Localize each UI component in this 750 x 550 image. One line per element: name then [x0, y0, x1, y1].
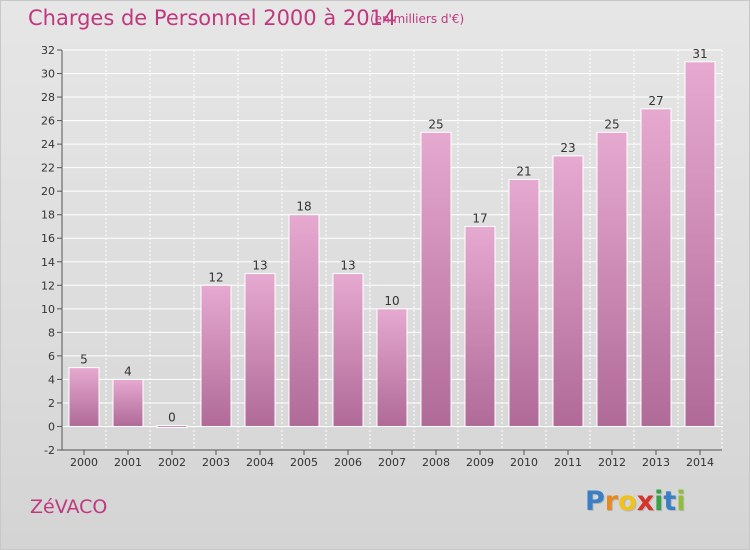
y-tick-label: 30	[41, 68, 55, 81]
proxiti-logo[interactable]: Proxiti	[585, 486, 686, 517]
y-tick-label: 4	[48, 373, 55, 386]
logo-letter: t	[663, 486, 677, 517]
bar-2008	[420, 131, 452, 427]
y-tick-label: 22	[41, 162, 55, 175]
data-label-2010: 21	[516, 164, 531, 178]
x-tick-label-2012: 2012	[598, 456, 626, 469]
y-tick-label: 24	[41, 138, 55, 151]
y-tick-label: 28	[41, 91, 55, 104]
data-label-2008: 25	[428, 117, 443, 131]
x-tick-label-2009: 2009	[466, 456, 494, 469]
bar-2013	[640, 108, 672, 427]
x-tick-label-2004: 2004	[246, 456, 274, 469]
data-label-2002: 0	[168, 410, 176, 424]
bar-2005	[288, 214, 320, 427]
bar-2011	[552, 155, 584, 427]
bar-2010	[508, 178, 540, 427]
x-tick-label-2005: 2005	[290, 456, 318, 469]
data-label-2011: 23	[560, 141, 575, 155]
data-label-2014: 31	[692, 47, 707, 61]
logo-letter: o	[618, 486, 637, 517]
bar-2006	[332, 273, 364, 427]
logo-letter: i	[654, 486, 664, 517]
data-label-2000: 5	[80, 353, 88, 367]
data-label-2009: 17	[472, 211, 487, 225]
y-tick-label: 0	[48, 420, 55, 433]
bar-2014	[684, 61, 716, 427]
data-label-2005: 18	[296, 200, 311, 214]
y-tick-label: 6	[48, 350, 55, 363]
bar-2012	[596, 131, 628, 427]
bar-2003	[200, 284, 232, 427]
logo-letter: P	[585, 486, 605, 517]
x-tick-label-2010: 2010	[510, 456, 538, 469]
chart-subtitle: (en milliers d'€)	[370, 12, 465, 26]
y-tick-label: 8	[48, 326, 55, 339]
bars	[68, 61, 716, 428]
x-tick-label-2008: 2008	[422, 456, 450, 469]
y-tick-label: 10	[41, 303, 55, 316]
y-tick-label: -2	[44, 444, 55, 457]
logo-letter: r	[604, 486, 619, 517]
logo-letter: i	[676, 486, 686, 517]
x-tick-label-2003: 2003	[202, 456, 230, 469]
x-tick-label-2014: 2014	[686, 456, 714, 469]
y-tick-label: 32	[41, 44, 55, 57]
x-tick-label-2013: 2013	[642, 456, 670, 469]
data-label-2004: 13	[252, 259, 267, 273]
bar-2009	[464, 225, 496, 427]
data-label-2001: 4	[124, 364, 132, 378]
data-label-2012: 25	[604, 117, 619, 131]
bar-2004	[244, 273, 276, 427]
logo-letter: x	[636, 486, 655, 517]
x-tick-label-2006: 2006	[334, 456, 362, 469]
bar-2002	[156, 424, 188, 428]
x-tick-label-2001: 2001	[114, 456, 142, 469]
x-tick-label-2007: 2007	[378, 456, 406, 469]
bar-2000	[68, 367, 100, 427]
data-label-2013: 27	[648, 94, 663, 108]
y-tick-label: 14	[41, 256, 55, 269]
bar-2001	[112, 378, 144, 427]
y-tick-label: 16	[41, 232, 55, 245]
y-tick-label: 18	[41, 209, 55, 222]
commune-name: ZéVACO	[30, 496, 108, 518]
data-label-2003: 12	[208, 270, 223, 284]
bar-2007	[376, 308, 408, 427]
data-label-2007: 10	[384, 294, 399, 308]
data-label-2006: 13	[340, 259, 355, 273]
chart-title: Charges de Personnel 2000 à 2014	[28, 6, 397, 30]
x-tick-label-2011: 2011	[554, 456, 582, 469]
x-tick-label-2000: 2000	[70, 456, 98, 469]
labels: 5 4 0 12 13 18 13 10 25 17 21 23 25 27 31	[80, 47, 707, 425]
y-tick-label: 2	[48, 397, 55, 410]
y-tick-label: 12	[41, 279, 55, 292]
x-tick-label-2002: 2002	[158, 456, 186, 469]
y-tick-label: 26	[41, 115, 55, 128]
y-tick-label: 20	[41, 185, 55, 198]
